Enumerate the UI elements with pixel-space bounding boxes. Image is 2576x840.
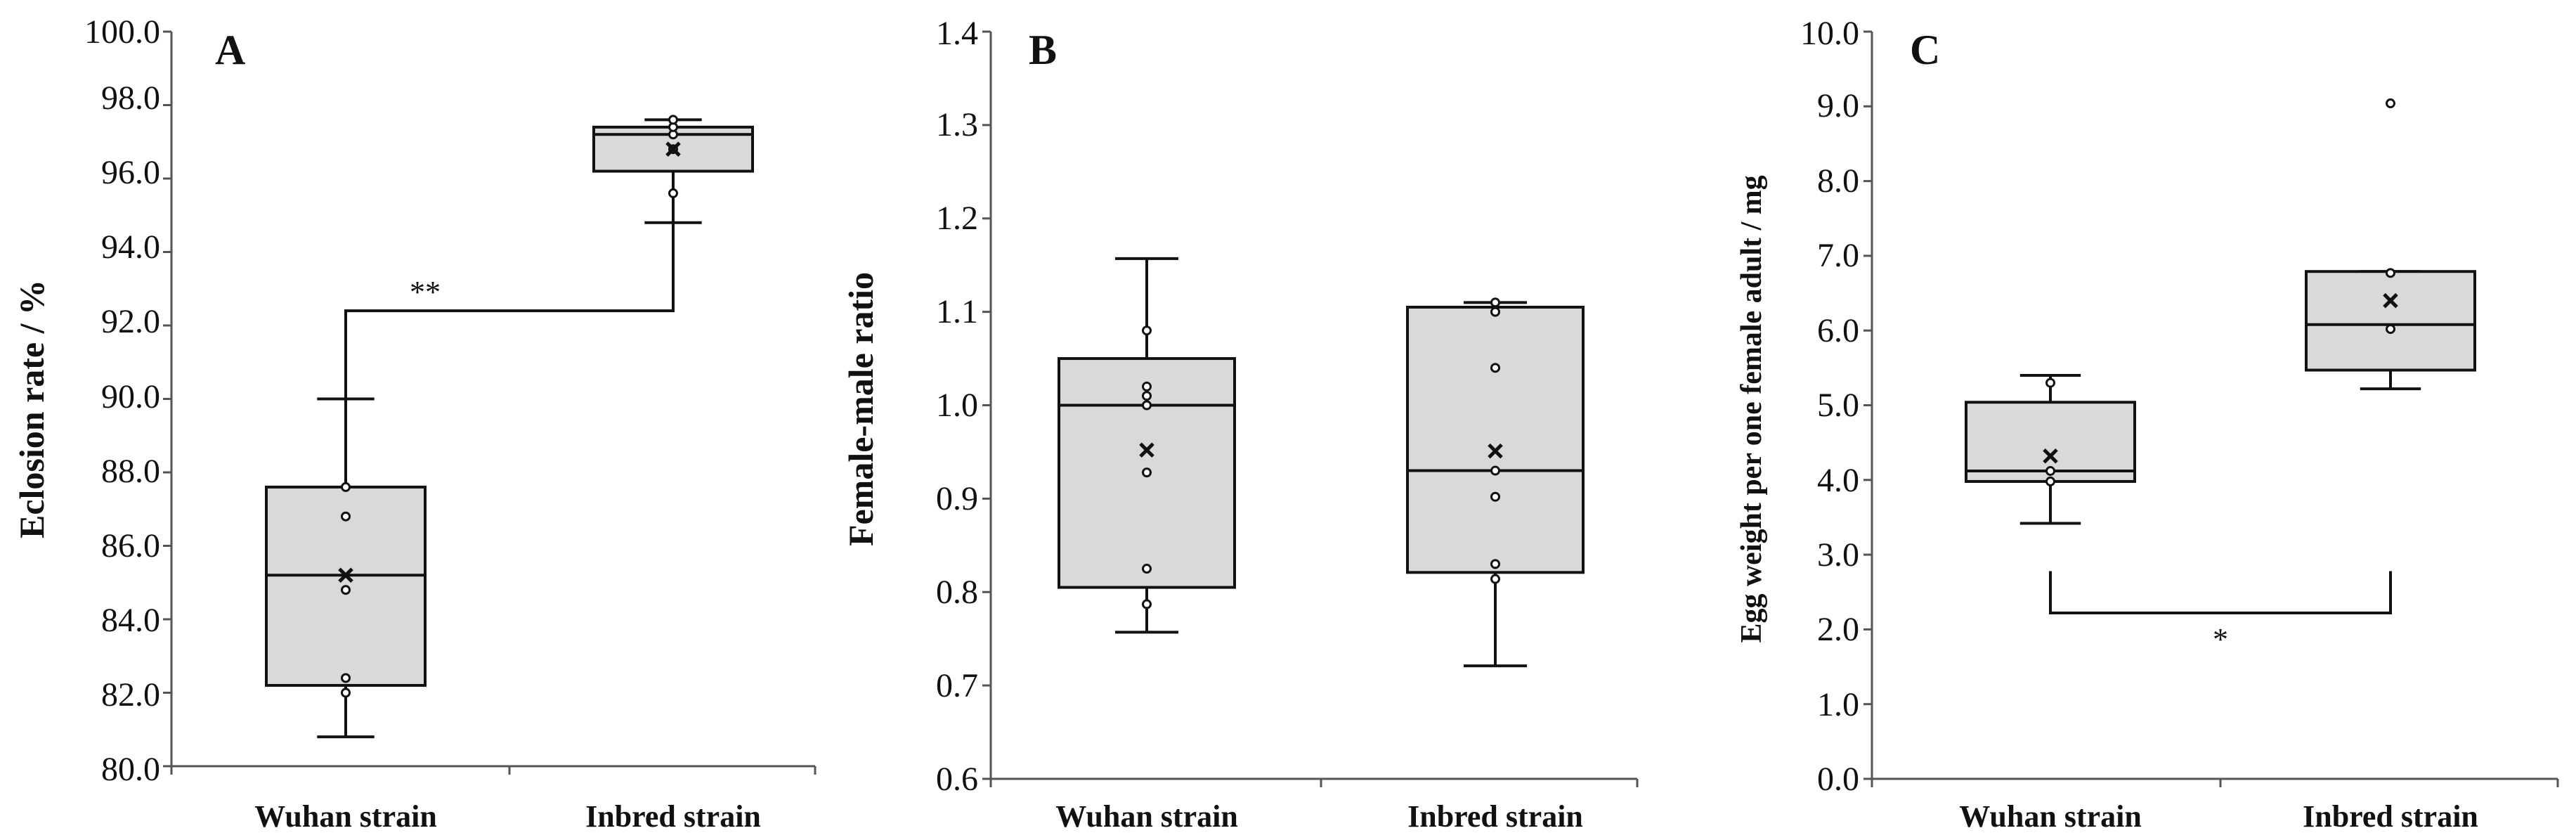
y-tick-label: 0.9 — [936, 480, 978, 517]
data-point — [1142, 391, 1152, 401]
panel-c-plot-area — [1863, 30, 2559, 787]
data-point — [2045, 466, 2055, 477]
y-tick-label: 90.0 — [101, 378, 160, 415]
significance-bracket — [344, 222, 675, 399]
panel-c: C Egg weight per one female adult / mg 0… — [1736, 15, 2559, 834]
mean-marker — [2043, 448, 2058, 464]
data-point — [1490, 363, 1500, 373]
panel-a-plot-area — [163, 30, 817, 775]
panel-b-y-ticks: 0.6 0.7 0.8 0.9 1.0 1.1 1.2 1.3 1.4 — [936, 15, 978, 798]
data-point — [668, 188, 678, 198]
box — [1965, 401, 2136, 483]
panel-c-y-axis-label: Egg weight per one female adult / mg — [1736, 175, 1768, 642]
y-tick-label: 3.0 — [1817, 536, 1859, 574]
y-tick-label: 4.0 — [1817, 462, 1859, 499]
mean-marker — [665, 141, 681, 157]
panel-b: B Female-male ratio 0.6 0.7 0.8 0.9 1.0 … — [841, 15, 1639, 834]
data-point — [1490, 574, 1500, 584]
y-tick-label: 10.0 — [1800, 15, 1859, 52]
y-tick-label: 7.0 — [1817, 237, 1859, 274]
y-tick-label: 0.0 — [1817, 761, 1859, 798]
mean-marker — [1488, 443, 1503, 459]
y-tick-label: 1.0 — [1817, 686, 1859, 723]
data-point — [341, 482, 351, 492]
box — [1406, 305, 1585, 574]
y-tick-label: 2.0 — [1817, 611, 1859, 648]
significance-label: * — [2213, 622, 2228, 657]
mean-marker — [1139, 442, 1154, 458]
y-tick-label: 8.0 — [1817, 162, 1859, 200]
y-tick-label: 9.0 — [1817, 87, 1859, 124]
y-tick-label: 92.0 — [101, 303, 160, 340]
y-tick-label: 82.0 — [101, 676, 160, 713]
y-tick-label: 80.0 — [101, 751, 160, 788]
panel-c-letter: C — [1910, 27, 1940, 73]
panel-a-letter: A — [215, 27, 245, 73]
data-point — [2386, 324, 2395, 335]
x-category-label: Wuhan strain — [1959, 799, 2142, 834]
data-point — [1490, 465, 1500, 476]
y-tick-label: 88.0 — [101, 453, 160, 490]
y-tick-label: 0.6 — [936, 761, 978, 798]
y-tick-label: 1.0 — [936, 387, 978, 424]
data-point — [341, 687, 351, 698]
panel-a: A Eclosion rate / % 80.0 82.0 84.0 86.0 … — [12, 13, 817, 834]
significance-label: ** — [410, 275, 441, 309]
data-point — [341, 511, 351, 522]
data-point — [1490, 306, 1500, 317]
data-point — [2045, 377, 2055, 388]
x-category-label: Inbred strain — [585, 799, 761, 834]
x-category-label: Inbred strain — [2303, 799, 2478, 834]
mean-marker — [2383, 292, 2398, 309]
mean-marker — [338, 567, 353, 583]
y-tick-label: 1.3 — [936, 106, 978, 143]
x-category-label: Wuhan strain — [254, 799, 437, 834]
panel-c-y-ticks: 0.0 1.0 2.0 3.0 4.0 5.0 6.0 7.0 8.0 9.0 … — [1800, 15, 1859, 798]
data-point — [1142, 467, 1152, 478]
data-point — [2045, 476, 2055, 486]
panel-a-y-axis-label: Eclosion rate / % — [12, 280, 51, 538]
y-tick-label: 1.1 — [936, 293, 978, 330]
panel-b-y-axis-label: Female-male ratio — [841, 272, 880, 546]
y-tick-label: 0.7 — [936, 667, 978, 704]
data-point — [1142, 599, 1152, 609]
y-tick-label: 94.0 — [101, 228, 160, 266]
data-point — [668, 115, 678, 125]
data-point — [341, 585, 351, 595]
data-point — [1490, 297, 1500, 308]
data-point — [1142, 564, 1152, 574]
x-category-label: Wuhan strain — [1055, 799, 1238, 834]
y-tick-label: 100.0 — [84, 13, 160, 51]
data-point — [1142, 381, 1152, 392]
data-point — [1490, 491, 1500, 502]
panel-b-letter: B — [1029, 27, 1057, 73]
data-point — [2386, 98, 2395, 109]
data-point — [1490, 559, 1500, 569]
y-tick-label: 1.4 — [936, 15, 978, 52]
y-tick-label: 84.0 — [101, 602, 160, 639]
data-point — [1142, 400, 1152, 411]
panel-b-plot-area — [982, 30, 1639, 787]
x-category-label: Inbred strain — [1407, 799, 1583, 834]
y-tick-label: 6.0 — [1817, 312, 1859, 349]
data-point — [2386, 268, 2395, 278]
panel-a-y-ticks: 80.0 82.0 84.0 86.0 88.0 90.0 92.0 94.0 … — [84, 13, 160, 788]
box — [2305, 270, 2476, 372]
y-tick-label: 0.8 — [936, 574, 978, 611]
y-tick-label: 1.2 — [936, 200, 978, 237]
significance-bracket — [2049, 571, 2392, 615]
data-point — [341, 673, 351, 683]
y-tick-label: 5.0 — [1817, 387, 1859, 424]
data-point — [1142, 325, 1152, 336]
y-tick-label: 86.0 — [101, 527, 160, 564]
y-tick-label: 96.0 — [101, 154, 160, 191]
y-tick-label: 98.0 — [101, 79, 160, 117]
